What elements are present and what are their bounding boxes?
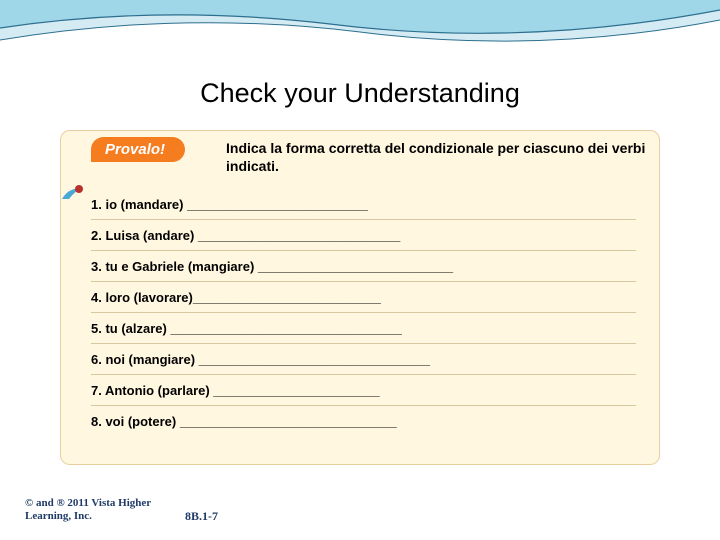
exercise-item: 2. Luisa (andare) ______________________… xyxy=(91,220,636,251)
exercise-item: 1. io (mandare) ________________________… xyxy=(91,189,636,220)
exercise-item: 8. voi (potere) ________________________… xyxy=(91,406,636,436)
exercise-box: Provalo! Indica la forma corretta del co… xyxy=(60,130,660,465)
exercise-item: 5. tu (alzare) _________________________… xyxy=(91,313,636,344)
exercise-item: 3. tu e Gabriele (mangiare) ____________… xyxy=(91,251,636,282)
slide-title: Check your Understanding xyxy=(0,78,720,109)
bullet-icon xyxy=(59,181,87,205)
exercise-item: 4. loro (lavorare)______________________… xyxy=(91,282,636,313)
copyright-text: © and ® 2011 Vista HigherLearning, Inc. xyxy=(25,497,151,525)
instruction-text: Indica la forma corretta del condizional… xyxy=(226,139,646,175)
provalo-badge: Provalo! xyxy=(91,137,185,162)
exercise-item: 7. Antonio (parlare) ___________________… xyxy=(91,375,636,406)
wave-decoration xyxy=(0,0,720,70)
exercise-list: 1. io (mandare) ________________________… xyxy=(91,189,636,436)
page-reference: 8B.1-7 xyxy=(185,509,218,524)
exercise-item: 6. noi (mangiare) ______________________… xyxy=(91,344,636,375)
